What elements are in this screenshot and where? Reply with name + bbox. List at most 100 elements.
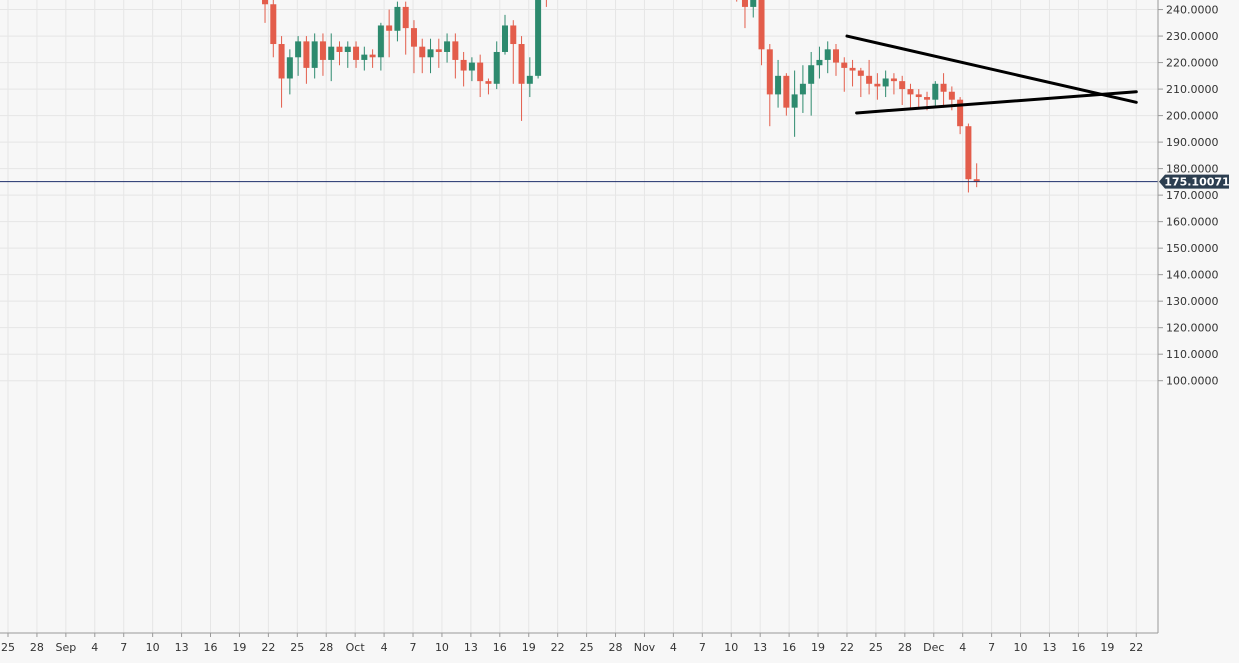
x-tick-label: 19 (232, 641, 246, 654)
candle-body (336, 46, 343, 52)
y-tick-label: 200.0000 (1166, 110, 1219, 123)
x-tick-label: 28 (609, 641, 623, 654)
x-tick-label: 4 (670, 641, 677, 654)
candle-body (328, 46, 335, 60)
trendline (845, 34, 1138, 104)
y-tick-label: 100.0000 (1166, 375, 1219, 388)
y-axis: 100.0000 110.0000 120.0000 130.0000 140.0000… (1157, 0, 1219, 633)
candle-body (866, 75, 873, 84)
y-tick-label: 220.0000 (1166, 57, 1219, 70)
candle (419, 38, 426, 74)
candle (899, 75, 906, 105)
candle (882, 70, 889, 98)
candle (957, 97, 964, 135)
candle-body (353, 46, 360, 60)
candle-body (319, 41, 326, 60)
candle (468, 57, 475, 82)
candle (824, 41, 831, 74)
x-tick-label: 10 (724, 641, 738, 654)
candle-body (344, 46, 351, 52)
candle-body (948, 91, 955, 100)
candle-body (394, 6, 401, 31)
y-tick-label: 120.0000 (1166, 322, 1219, 335)
candle (816, 46, 823, 79)
candle-body (510, 25, 517, 45)
candle (849, 59, 856, 87)
candle-body (766, 49, 773, 95)
trendlines (845, 34, 1138, 115)
x-tick-label: 13 (464, 641, 478, 654)
candle (841, 57, 848, 92)
current-price-tag (1165, 174, 1229, 189)
candle (758, 0, 765, 66)
candle-body (270, 4, 277, 45)
candle (262, 0, 269, 23)
candle (907, 83, 914, 108)
x-tick-label: Sep (55, 641, 76, 654)
candle (311, 33, 318, 79)
x-tick-label: 16 (493, 641, 507, 654)
y-tick-label: 190.0000 (1166, 136, 1219, 149)
candle-body (262, 0, 269, 5)
x-tick-label: 7 (699, 641, 706, 654)
candle-body (286, 57, 293, 79)
candle-body (890, 78, 897, 82)
x-tick-label: 19 (1100, 641, 1114, 654)
candle-body (816, 59, 823, 66)
candle (328, 33, 335, 82)
candle (526, 57, 533, 98)
candle (518, 36, 525, 121)
x-tick-label: 16 (204, 641, 218, 654)
candle-body (940, 83, 947, 92)
x-tick-label: Nov (634, 641, 656, 654)
x-axis: 25 28 Sep 4 7 10 13 16 19 22 25 28 Oct 4 7 10 13 16 19 22 25… (0, 632, 1158, 654)
candle (402, 1, 409, 55)
x-tick-label: 4 (91, 641, 98, 654)
y-tick-label: 240.0000 (1166, 4, 1219, 17)
x-tick-label: Oct (346, 641, 366, 654)
candle (783, 73, 790, 116)
candle (874, 73, 881, 100)
x-tick-label: 13 (1042, 641, 1056, 654)
candle (452, 33, 459, 79)
candle-body (361, 54, 368, 60)
x-tick-label: 16 (1071, 641, 1085, 654)
candle (477, 54, 484, 98)
x-tick-label: 7 (988, 641, 995, 654)
candle (336, 41, 343, 66)
x-tick-label: 16 (782, 641, 796, 654)
x-tick-label: 28 (30, 641, 44, 654)
x-tick-label: 4 (381, 641, 388, 654)
candle (353, 41, 360, 68)
candle-body (468, 62, 475, 71)
current-price-label: 175.10071 (1164, 176, 1229, 189)
candle (866, 59, 873, 95)
x-tick-label: 13 (175, 641, 189, 654)
current-price: 175.10071 (0, 174, 1230, 189)
x-tick-label: 19 (811, 641, 825, 654)
y-tick-label: 150.0000 (1166, 242, 1219, 255)
candle (444, 33, 451, 63)
candle-body (841, 62, 848, 68)
candle (510, 20, 517, 84)
candle-body (295, 41, 302, 58)
x-tick-label: Dec (923, 641, 944, 654)
candle (278, 36, 285, 108)
x-tick-label: 22 (1129, 641, 1143, 654)
candle-body (882, 78, 889, 87)
candle-body (386, 25, 393, 31)
candle-body (775, 75, 782, 95)
x-tick-label: 7 (120, 641, 127, 654)
candle-body (452, 41, 459, 60)
candle-body (493, 51, 500, 84)
candle-body (402, 6, 409, 29)
candle-body (924, 97, 931, 100)
candle-body (377, 25, 384, 58)
candle-body (750, 0, 757, 7)
x-tick-label: 28 (898, 641, 912, 654)
candle-body (973, 179, 980, 182)
trendline (855, 90, 1138, 115)
candle (427, 38, 434, 74)
